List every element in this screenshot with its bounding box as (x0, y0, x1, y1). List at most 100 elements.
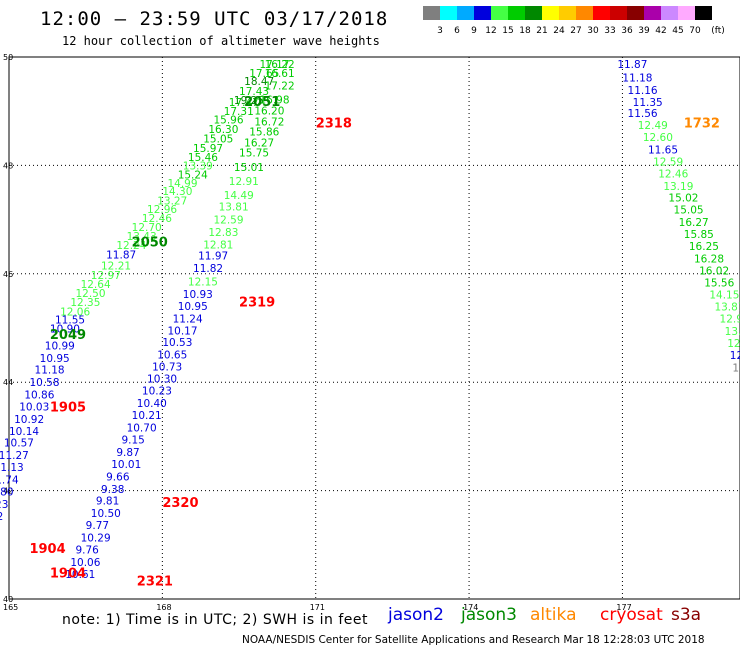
swh-value: 14.15 (709, 290, 739, 302)
scale-swatch (678, 6, 695, 20)
swh-value: 15.56 (704, 277, 734, 289)
swh-value: 10.95 (40, 353, 70, 365)
swh-value: 13.27 (157, 195, 187, 207)
lon-label: 171 (310, 603, 325, 612)
scale-swatch (508, 6, 525, 20)
swh-value: 11.97 (198, 251, 228, 263)
map-frame (8, 56, 740, 600)
lat-label: 46 (3, 270, 13, 279)
swh-value: 17.22 (265, 81, 295, 93)
swh-value: 9.81 (96, 496, 119, 508)
lon-label: 165 (3, 603, 18, 612)
swh-value: 10.50 (91, 508, 121, 520)
swh-value: 9.76 (75, 544, 99, 556)
swh-value: 11.23 (0, 499, 8, 511)
swh-value: 11.24 (173, 314, 203, 326)
swh-value: 15.96 (213, 115, 243, 127)
swh-value: 12.70 (132, 222, 162, 234)
swh-value: 10.58 (29, 377, 59, 389)
swh-value: 10.90 (50, 323, 80, 335)
scale-label: 33 (604, 26, 616, 36)
swh-value: 16.72 (254, 116, 284, 128)
swh-value: 18.47 (244, 76, 274, 88)
scale-swatch (440, 6, 457, 20)
swh-value: 16.98 (259, 95, 289, 107)
legend-jason2: jason2 (388, 605, 444, 625)
swh-value: 10.14 (9, 426, 39, 438)
swh-value: 13.39 (183, 161, 213, 173)
swh-value: 14.49 (224, 190, 254, 202)
swh-value: 10.99 (45, 341, 75, 353)
lon-label: 177 (616, 603, 631, 612)
lat-label: 42 (3, 487, 13, 496)
swh-value: 11.56 (628, 108, 658, 120)
pass-time-label: 2320 (162, 496, 198, 511)
swh-value: 12.06 (60, 307, 90, 319)
pass-time-label: 1904 (50, 566, 86, 581)
swh-value: 10.73 (152, 361, 182, 373)
swh-value: 9.77 (86, 520, 109, 532)
scale-swatch (661, 6, 678, 20)
footer-note: note: 1) Time is in UTC; 2) SWH is in fe… (62, 612, 369, 628)
pass-time-label: 1905 (50, 400, 86, 415)
scale-label: 42 (655, 26, 667, 36)
swh-value: 16.28 (694, 253, 724, 265)
scale-label: 27 (570, 26, 582, 36)
swh-value: 10.93 (183, 289, 213, 301)
swh-value: 14.99 (167, 178, 197, 190)
swh-value: 11.82 (193, 263, 223, 275)
swh-value: 12.96 (147, 204, 177, 216)
scale-label: 36 (621, 26, 633, 36)
swh-value: 10.95 (178, 301, 208, 313)
swh-value: 16.61 (265, 68, 295, 80)
swh-value: 12.93 (720, 314, 740, 326)
swh-value: 10.65 (157, 349, 187, 361)
swh-value: 10.57 (4, 438, 34, 450)
swh-value: 12.49 (638, 120, 668, 132)
swh-value: 11.87 (617, 59, 647, 71)
swh-value: 17.31 (224, 106, 254, 118)
scale-label: 45 (672, 26, 684, 36)
scale-label: 12 (485, 26, 497, 36)
map-subtitle: 12 hour collection of altimeter wave hei… (62, 34, 380, 48)
swh-value: 12.21 (101, 260, 131, 272)
swh-value: 16.27 (244, 137, 274, 149)
swh-value: 11.55 (55, 315, 85, 327)
swh-value: 11.13 (0, 462, 24, 474)
swh-value: 11.18 (622, 72, 652, 84)
lat-label: 48 (3, 161, 13, 170)
lat-label: 44 (3, 378, 13, 387)
swh-value: 12.46 (658, 168, 688, 180)
scale-label: 18 (519, 26, 531, 36)
swh-value: 11.74 (0, 475, 19, 487)
swh-value: 15.05 (674, 205, 704, 217)
swh-value: 12.83 (208, 227, 238, 239)
swh-value: 13.81 (219, 201, 249, 213)
swh-value: 13.43 (127, 231, 157, 243)
pass-time-label: 2319 (239, 295, 275, 310)
swh-value: 16.30 (208, 124, 238, 136)
swh-value: 16.20 (254, 105, 284, 117)
scale-label: 30 (587, 26, 599, 36)
swh-value: 12.81 (203, 239, 233, 251)
lon-label: 168 (156, 603, 171, 612)
scale-swatch (644, 6, 661, 20)
scale-label: 6 (454, 26, 460, 36)
scale-unit: (ft) (711, 26, 725, 36)
credit-line: NOAA/NESDIS Center for Satellite Applica… (242, 634, 705, 646)
swh-value: 12 (730, 350, 740, 362)
swh-value: 16.22 (265, 59, 295, 71)
swh-value: 11.16 (628, 85, 658, 97)
scale-swatch (542, 6, 559, 20)
scale-swatch (559, 6, 576, 20)
lat-label: 40 (3, 595, 13, 604)
scale-label: 39 (638, 26, 650, 36)
scale-label: 15 (502, 26, 514, 36)
swh-value: 16.02 (699, 265, 729, 277)
swh-value: 12.4 (727, 338, 740, 350)
pass-time-label: 1904 (29, 542, 65, 557)
swh-value: 10.17 (167, 326, 197, 338)
swh-value: 9.66 (106, 471, 130, 483)
swh-value: 10.06 (70, 557, 100, 569)
scale-label: 21 (536, 26, 548, 36)
